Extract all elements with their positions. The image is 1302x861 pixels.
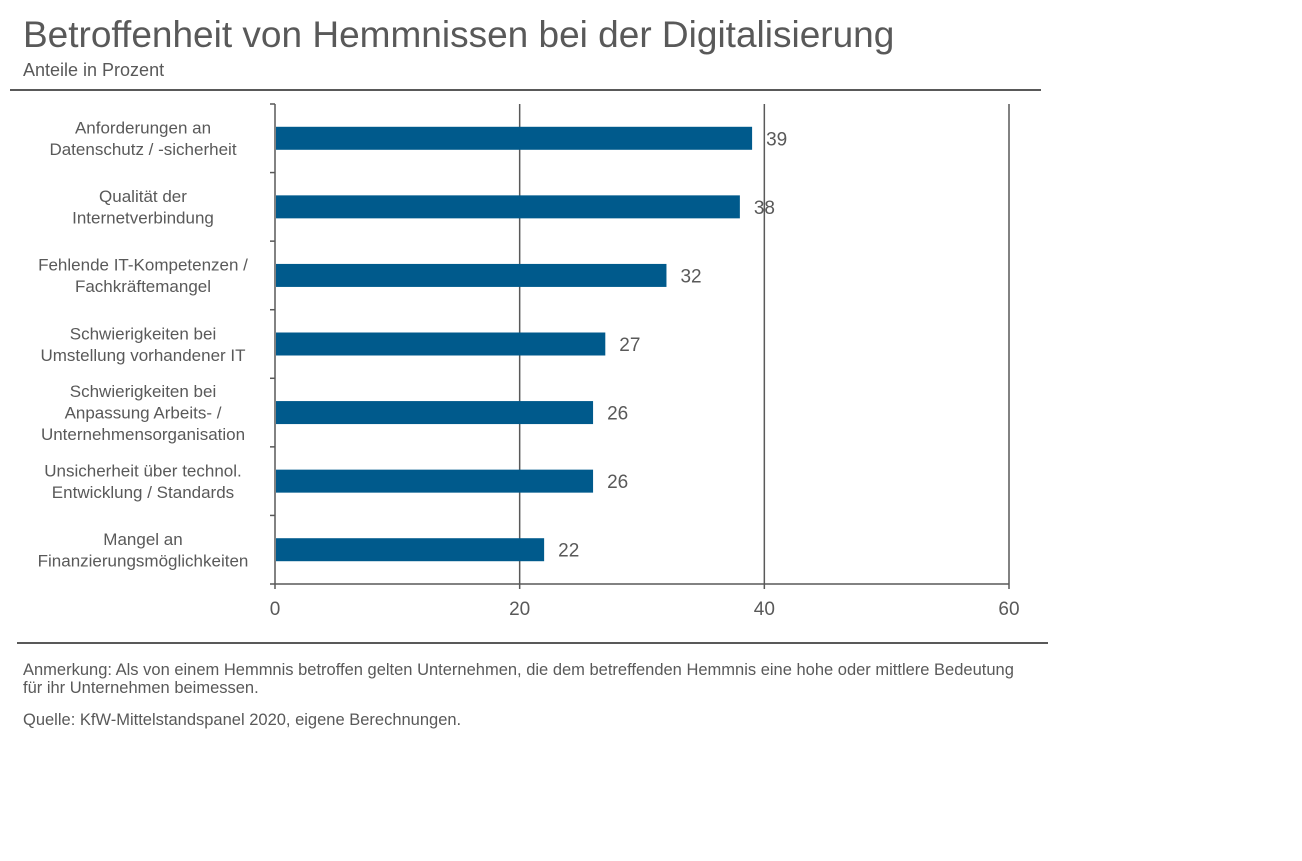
bar-value-label: 26 (607, 472, 628, 493)
bar-value-label: 22 (558, 541, 579, 562)
category-label: Schwierigkeiten bei Anpassung Arbeits- / U… (41, 382, 245, 444)
bar-value-label: 39 (766, 129, 787, 150)
source-note: Quelle: KfW-Mittelstandspanel 2020, eige… (23, 711, 462, 729)
chart-title: Betroffenheit von Hemmnissen bei der Dig… (23, 14, 895, 55)
bar (276, 401, 594, 425)
bar (276, 332, 606, 356)
bar (276, 195, 740, 219)
x-tick-label: 0 (270, 599, 281, 620)
category-label: Anforderungen an Datenschutz / -sicherhei… (49, 119, 236, 160)
category-label: Unsicherheit über technol. Entwicklung / … (44, 461, 242, 502)
top-divider (10, 89, 1041, 91)
x-tick-label: 40 (754, 599, 775, 620)
category-label: Qualität der Internetverbindung (72, 187, 214, 228)
bottom-divider (17, 642, 1048, 644)
bar-value-label: 26 (607, 404, 628, 425)
x-tick-label: 20 (509, 599, 530, 620)
category-label: Fehlende IT-Kompetenzen / Fachkräftemange… (38, 256, 248, 297)
bar (276, 469, 594, 493)
bar-value-label: 32 (680, 266, 701, 287)
bar (276, 126, 753, 150)
category-label: Mangel an Finanzierungsmöglichkeiten (38, 530, 249, 571)
bar-value-label: 27 (619, 335, 640, 356)
chart-subtitle: Anteile in Prozent (23, 60, 165, 80)
bar-chart: 0 20 40 60 39 Anforderungen an Datenschutz / -… (38, 103, 1020, 620)
bar-value-label: 38 (754, 198, 775, 219)
x-tick-label: 60 (998, 599, 1019, 620)
bar (276, 263, 667, 287)
footnote: Anmerkung: Als von einem Hemmnis betroff… (23, 661, 1014, 697)
bar (276, 538, 545, 562)
category-label: Schwierigkeiten bei Umstellung vorhandene… (40, 324, 245, 365)
